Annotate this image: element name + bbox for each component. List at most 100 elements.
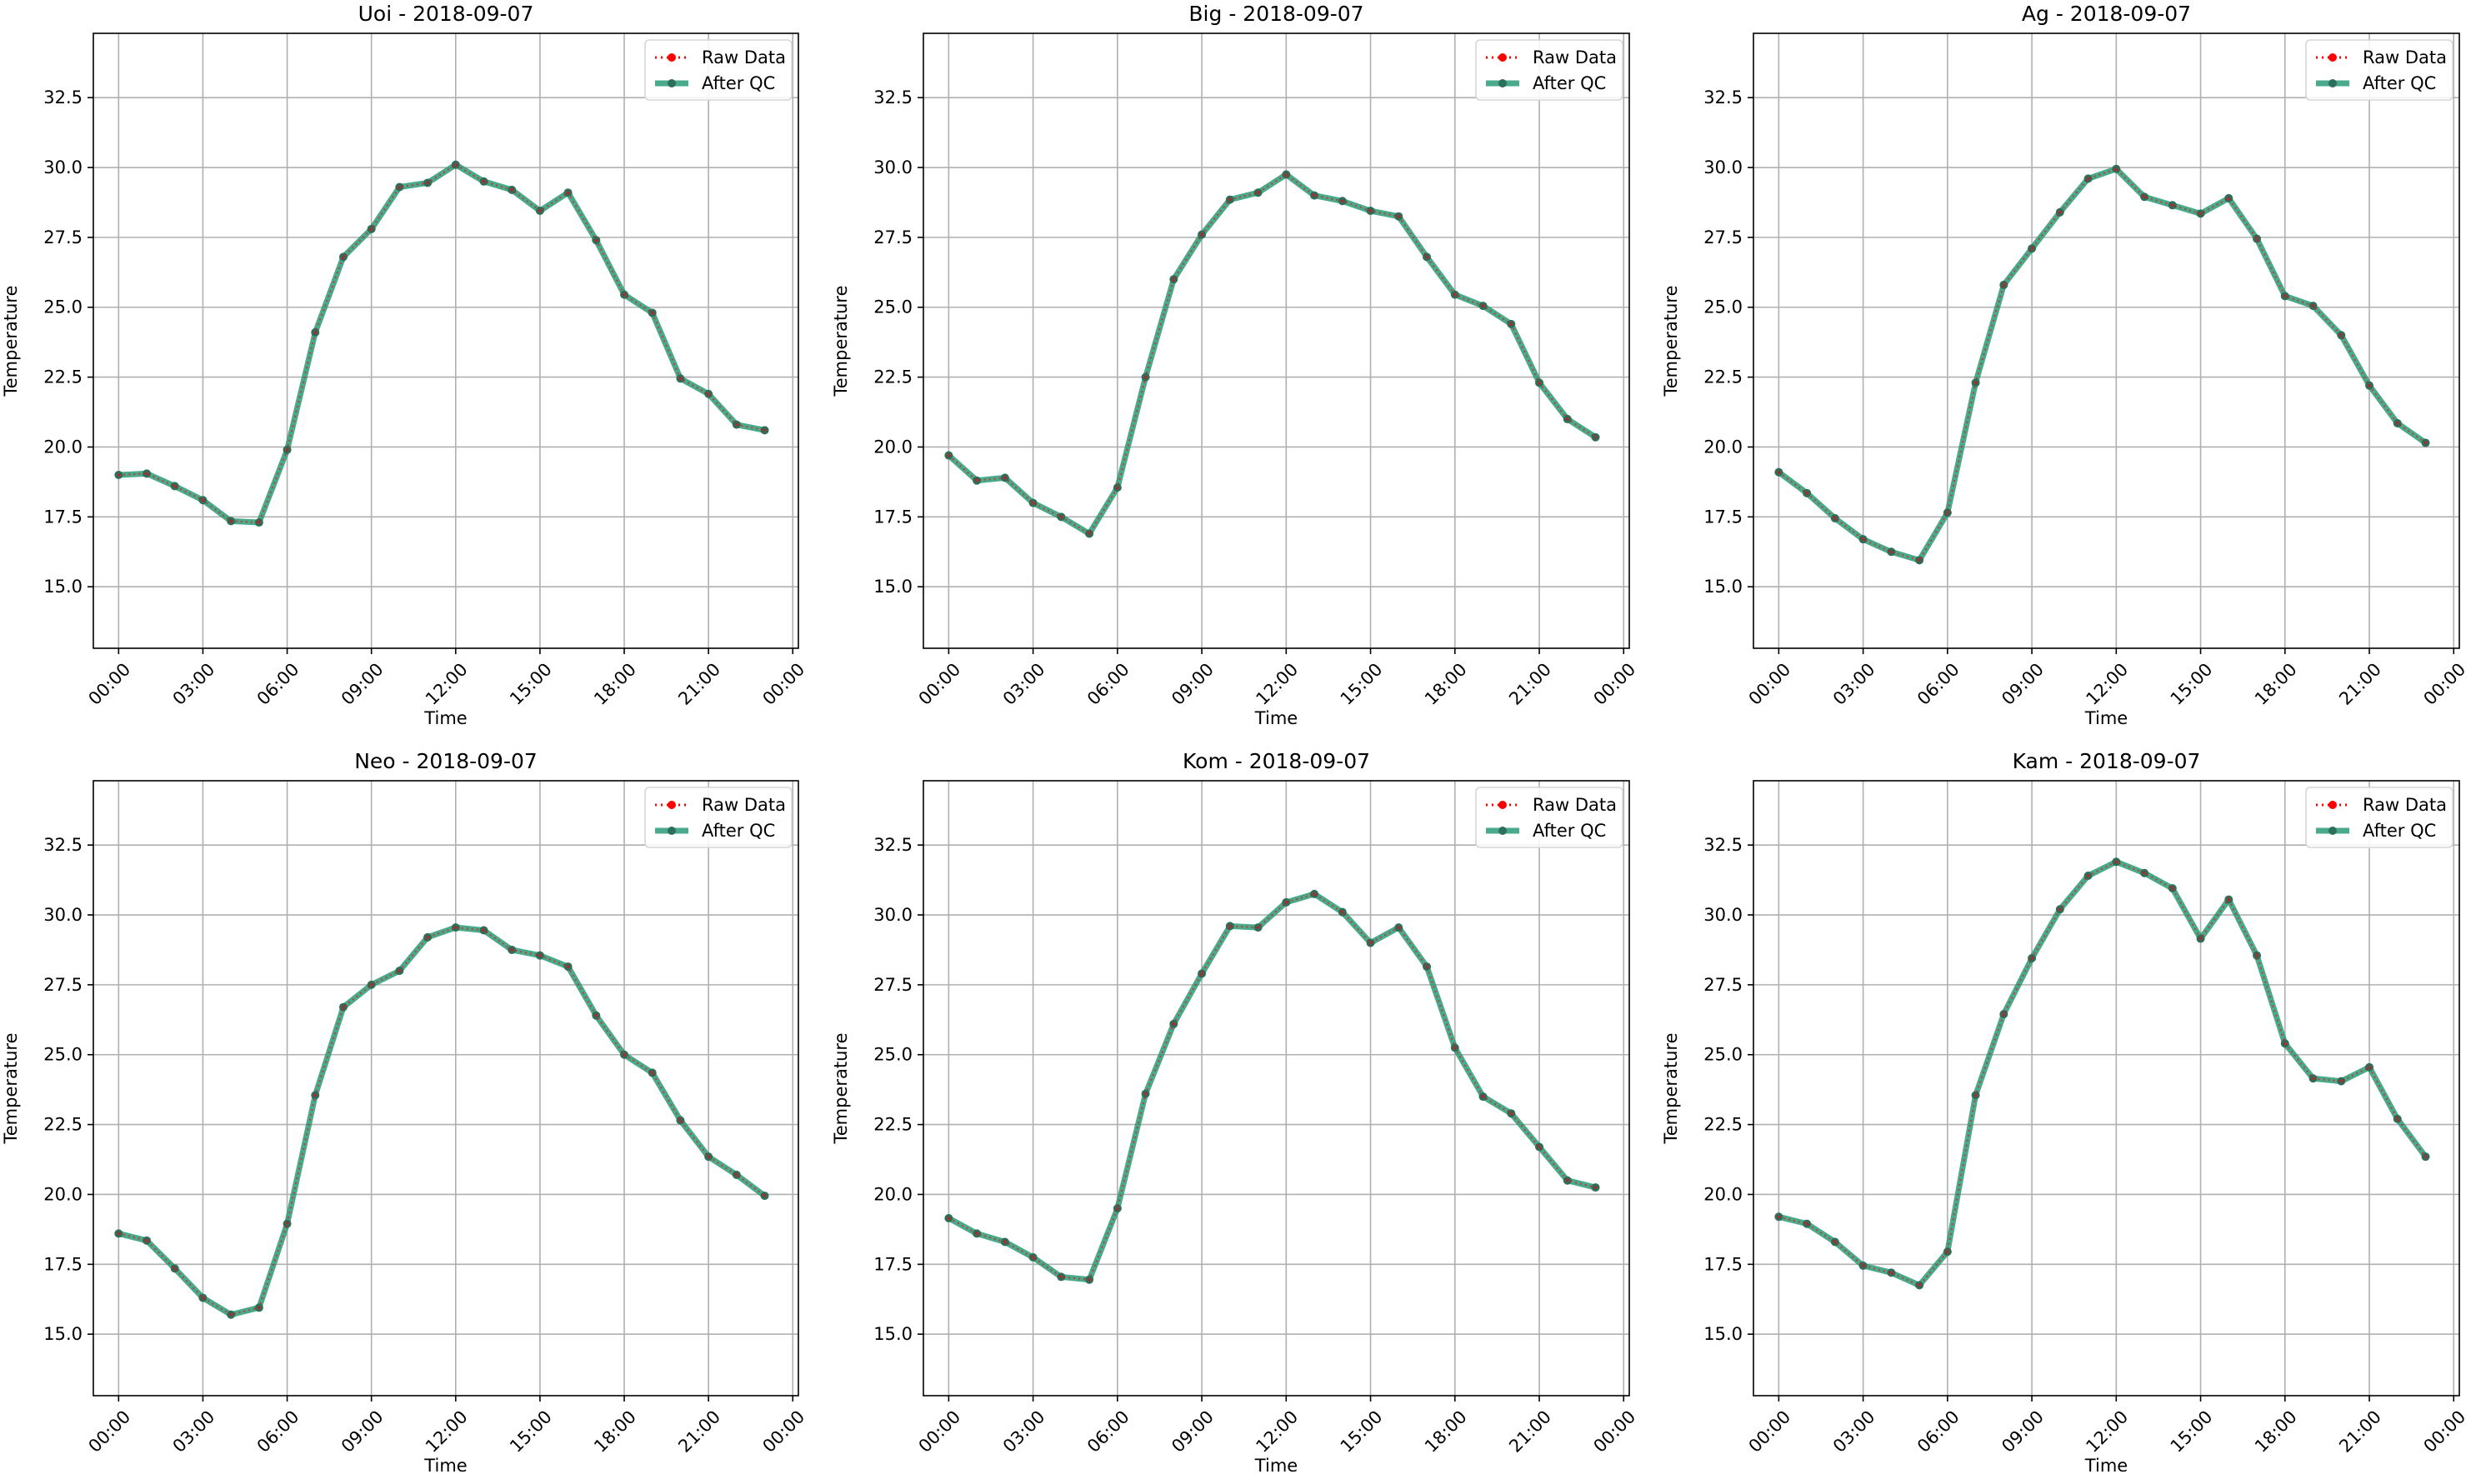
raw-point	[1143, 375, 1148, 380]
y-tick-label: 22.5	[873, 1115, 913, 1135]
raw-point	[2058, 210, 2063, 215]
raw-point	[1453, 292, 1458, 297]
raw-point	[482, 179, 486, 184]
x-tick-label: 00:00	[1589, 659, 1639, 709]
raw-point	[1565, 417, 1570, 422]
y-tick-label: 15.0	[43, 577, 83, 597]
legend-raw-marker	[2328, 53, 2337, 62]
x-axis-label: Time	[423, 1456, 467, 1476]
qc-point	[760, 426, 769, 435]
raw-point	[228, 1312, 233, 1317]
raw-point	[2254, 237, 2259, 241]
raw-point	[1396, 214, 1401, 219]
qc-point	[2337, 1077, 2346, 1086]
raw-point	[1256, 925, 1260, 930]
raw-point	[706, 392, 711, 397]
x-tick-label: 21:00	[1505, 1407, 1555, 1457]
series-line-after-qc	[1775, 858, 2429, 1288]
x-tick-label: 00:00	[84, 659, 134, 709]
raw-point	[1424, 254, 1429, 259]
y-tick-label: 25.0	[873, 297, 913, 317]
legend-label-qc: After QC	[2363, 73, 2436, 93]
x-tick-label: 03:00	[1829, 659, 1879, 709]
raw-point	[1776, 1214, 1781, 1219]
raw-point	[2029, 246, 2034, 251]
raw-point	[509, 187, 514, 192]
raw-point	[1888, 549, 1893, 554]
x-tick-label: 03:00	[999, 1407, 1049, 1457]
raw-point	[313, 330, 318, 335]
subplot-2: 00:00 03:00 06:00 09:00 12:00 15:00 18:00 21:00…	[1661, 2, 2469, 728]
raw-point	[2226, 196, 2231, 201]
x-tick-label: 09:00	[1168, 659, 1218, 709]
legend: Raw Data After QC	[1475, 39, 1623, 101]
x-tick-label: 12:00	[1252, 1407, 1302, 1457]
qc-point	[2308, 1074, 2318, 1083]
x-tick-label: 12:00	[422, 1407, 472, 1457]
raw-point	[1565, 1178, 1570, 1183]
raw-point	[1833, 1240, 1838, 1244]
x-tick-label: 15:00	[506, 659, 556, 709]
x-tick-label: 00:00	[1589, 1407, 1639, 1457]
raw-point	[397, 185, 402, 189]
raw-point	[1087, 1277, 1092, 1282]
raw-point	[1593, 1185, 1598, 1190]
raw-point	[285, 447, 289, 452]
qc-point	[1971, 1091, 1980, 1100]
y-tick-label: 20.0	[43, 437, 83, 457]
x-tick-label: 00:00	[1745, 659, 1795, 709]
legend-label-raw: Raw Data	[702, 47, 786, 67]
raw-point	[678, 1118, 683, 1122]
raw-point	[2086, 873, 2090, 878]
raw-point	[201, 1296, 205, 1300]
qc-point	[2112, 857, 2121, 867]
raw-point	[734, 1172, 739, 1177]
y-tick-label: 22.5	[873, 367, 913, 387]
legend-label-qc: After QC	[2363, 821, 2436, 841]
subplot-3: 00:00 03:00 06:00 09:00 12:00 15:00 18:00 21:00…	[1, 749, 808, 1476]
legend-raw-marker	[668, 801, 676, 809]
qc-point	[2253, 951, 2262, 960]
raw-point	[1917, 1283, 1922, 1287]
qc-point	[1999, 1010, 2008, 1019]
legend-raw-marker	[1498, 53, 1507, 62]
y-tick-label: 17.5	[873, 507, 913, 527]
raw-point	[1031, 1255, 1036, 1260]
raw-point	[2113, 167, 2118, 172]
x-axis-label: Time	[1254, 708, 1298, 728]
subplot-title: Ag - 2018-09-07	[2022, 2, 2191, 26]
y-tick-label: 30.0	[873, 905, 913, 925]
y-tick-label: 32.5	[1703, 87, 1743, 107]
legend-qc-marker	[1498, 827, 1507, 835]
raw-point	[566, 964, 571, 969]
y-tick-label: 27.5	[1703, 227, 1743, 247]
raw-point	[1199, 232, 1204, 237]
qc-point	[2365, 1062, 2374, 1072]
x-tick-label: 15:00	[2167, 659, 2217, 709]
raw-point	[144, 471, 149, 476]
raw-point	[1593, 435, 1598, 440]
qc-point	[143, 469, 152, 478]
qc-point	[1803, 1219, 1812, 1228]
x-tick-label: 21:00	[1505, 659, 1555, 709]
raw-point	[1171, 1022, 1176, 1027]
x-tick-label: 18:00	[2251, 659, 2301, 709]
legend-qc-marker	[2328, 827, 2337, 835]
raw-point	[2395, 421, 2400, 426]
raw-point	[1973, 1092, 1978, 1097]
qc-point	[1943, 1247, 1952, 1257]
raw-point	[566, 190, 571, 195]
x-tick-label: 15:00	[2167, 1407, 2217, 1457]
raw-point	[1453, 1045, 1458, 1050]
raw-point	[257, 1305, 262, 1310]
plot-frame	[93, 32, 799, 649]
qc-point	[2055, 905, 2064, 914]
raw-point	[1312, 193, 1317, 197]
raw-point	[2254, 953, 2259, 958]
x-tick-label: 06:00	[1083, 659, 1133, 709]
y-tick-label: 30.0	[43, 157, 83, 177]
raw-point	[1228, 197, 1233, 202]
x-tick-label: 00:00	[758, 659, 808, 709]
subplot-5: 00:00 03:00 06:00 09:00 12:00 15:00 18:00 21:00…	[1661, 749, 2469, 1476]
